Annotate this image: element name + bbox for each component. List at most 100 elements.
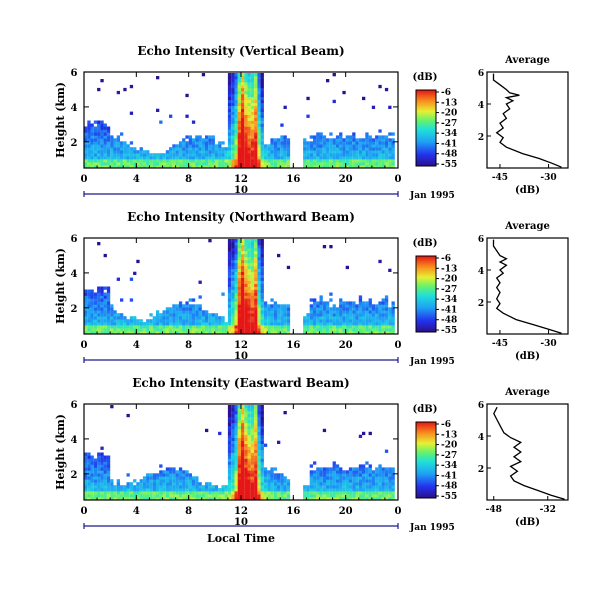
heatmap-cell <box>129 159 134 163</box>
heatmap-cell <box>231 479 235 483</box>
heatmap-cell <box>319 150 323 154</box>
heatmap-cell <box>332 476 336 480</box>
panel-northward: Echo Intensity (Northward Beam)0 4 8 12 16 20… <box>54 210 569 367</box>
heatmap-cell <box>326 150 330 154</box>
heatmap-cell <box>93 298 98 302</box>
heatmap-cell <box>231 497 235 501</box>
heatmap-cell <box>201 156 206 160</box>
heatmap-cell <box>254 105 258 109</box>
heatmap-cell <box>100 286 104 290</box>
heatmap-cell <box>93 162 98 166</box>
heatmap-cell <box>384 87 389 92</box>
heatmap-cell <box>129 494 134 498</box>
heatmap-cell <box>133 165 137 169</box>
heatmap-cell <box>286 313 291 317</box>
heatmap-cell <box>241 316 245 320</box>
heatmap-cell <box>286 316 291 320</box>
heatmap-cell <box>106 304 111 308</box>
heatmap-cell <box>270 328 274 332</box>
heatmap-cell <box>381 497 385 501</box>
heatmap-cell <box>313 331 317 335</box>
heatmap-cell <box>365 159 369 163</box>
heatmap-cell <box>221 316 225 320</box>
heatmap-cell <box>241 411 245 415</box>
heatmap-cell <box>244 485 248 489</box>
heatmap-cell <box>313 138 317 142</box>
heatmap-cell <box>362 473 366 477</box>
heatmap-cell <box>110 144 114 148</box>
heatmap-cell <box>254 434 258 438</box>
heatmap-cell <box>234 147 238 151</box>
heatmap-cell <box>267 482 271 486</box>
heatmap-cell <box>348 153 353 157</box>
heatmap-cell <box>234 328 238 332</box>
heatmap-cell <box>306 153 310 157</box>
heatmap-cell <box>152 491 156 495</box>
heatmap-cell <box>277 150 281 154</box>
heatmap-cell <box>237 138 241 142</box>
heatmap-cell <box>283 141 287 145</box>
heatmap-cell <box>247 81 251 86</box>
heatmap-cell <box>182 470 186 474</box>
heatmap-cell <box>169 331 173 335</box>
heatmap-cell <box>218 165 222 169</box>
heatmap-cell <box>234 256 238 261</box>
heatmap-cell <box>159 159 163 163</box>
heatmap-cell <box>384 470 389 474</box>
heatmap-cell <box>159 491 163 495</box>
heatmap-cell <box>263 482 268 486</box>
heatmap-cell <box>227 84 232 89</box>
heatmap-cell <box>244 440 248 444</box>
heatmap-cell <box>178 479 183 483</box>
heatmap-cell <box>185 156 189 160</box>
heatmap-cell <box>139 482 143 486</box>
x-tick-label: 16 <box>286 340 300 351</box>
heatmap-cell <box>309 156 313 160</box>
heatmap-cell <box>100 452 104 456</box>
heatmap-cell <box>378 488 382 492</box>
heatmap-cell <box>368 328 372 332</box>
heatmap-cell <box>250 304 255 308</box>
heatmap-cell <box>257 79 261 83</box>
heatmap-cell <box>231 76 235 80</box>
heatmap-cell <box>84 328 88 332</box>
heatmap-cell <box>129 485 134 489</box>
heatmap-cell <box>250 461 255 465</box>
heatmap-cell <box>165 470 170 474</box>
heatmap-cell <box>175 307 179 311</box>
heatmap-cell <box>316 304 320 308</box>
heatmap-cell <box>247 322 251 326</box>
heatmap-cell <box>326 316 330 320</box>
heatmap-cell <box>198 313 202 317</box>
heatmap-cell <box>348 488 353 492</box>
heatmap-cell <box>260 274 264 278</box>
heatmap-cell <box>368 488 372 492</box>
heatmap-cell <box>218 319 222 323</box>
heatmap-cell <box>352 304 356 308</box>
heatmap-cell <box>100 455 104 459</box>
heatmap-cell <box>260 449 264 453</box>
heatmap-cell <box>195 313 199 317</box>
heatmap-cell <box>391 331 395 335</box>
heatmap-cell <box>348 307 353 311</box>
heatmap-cell <box>254 479 258 483</box>
heatmap-cell <box>329 153 333 157</box>
heatmap-cell <box>326 473 330 477</box>
heatmap-cell <box>388 485 392 489</box>
heatmap-cell <box>237 247 241 252</box>
heatmap-cell <box>247 405 251 409</box>
heatmap-cell <box>244 405 248 409</box>
heatmap-cell <box>97 316 101 320</box>
heatmap-cell <box>169 310 173 314</box>
heatmap-cell <box>247 256 251 261</box>
heatmap-cell <box>231 105 235 109</box>
heatmap-cell <box>286 141 291 145</box>
heatmap-cell <box>227 408 232 412</box>
heatmap-cell <box>352 138 356 142</box>
heatmap-cell <box>237 286 241 290</box>
heatmap-cell <box>326 494 330 498</box>
heatmap-cell <box>247 147 251 151</box>
heatmap-cell <box>247 289 251 293</box>
heatmap-cell <box>326 301 330 305</box>
heatmap-cell <box>247 476 251 480</box>
